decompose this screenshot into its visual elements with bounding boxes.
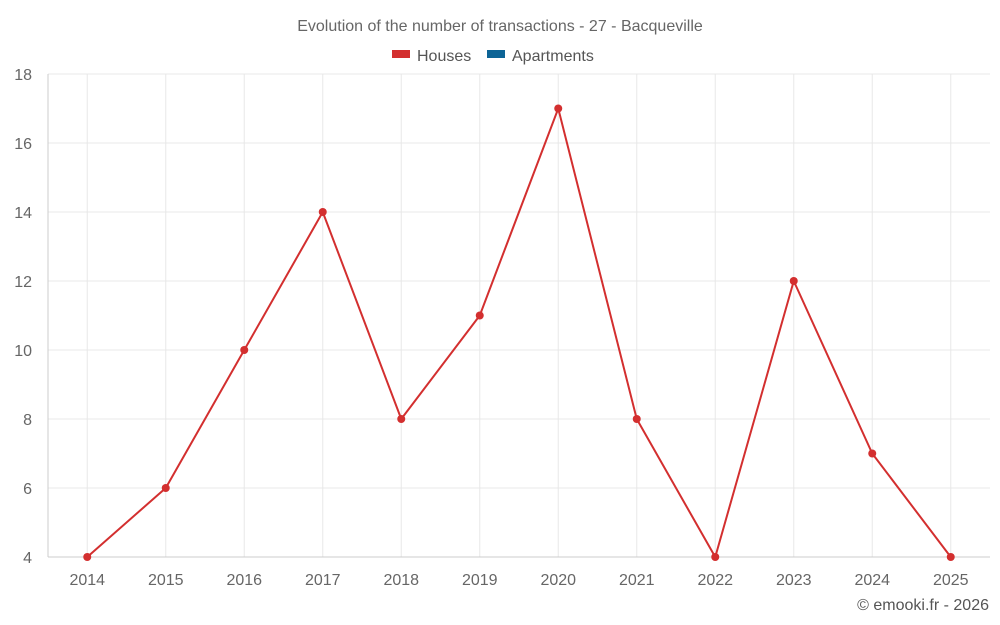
x-tick-label: 2024 [854,572,890,589]
credit-text: © emooki.fr - 2026 [857,597,989,614]
legend-swatch-apartments [487,50,505,58]
x-tick-label: 2019 [462,572,498,589]
data-point-houses[interactable] [868,449,877,458]
x-tick-label: 2017 [305,572,341,589]
y-axis: 4 6 8 10 12 14 16 18 [14,67,49,567]
data-point-houses[interactable] [554,104,563,113]
chart-title: Evolution of the number of transactions … [297,18,703,35]
data-point-houses[interactable] [711,553,720,561]
data-point-houses[interactable] [475,311,484,320]
x-tick-label: 2020 [540,572,576,589]
legend-label-apartments: Apartments [512,48,594,65]
x-tick-label: 2025 [933,572,969,589]
legend-item-houses[interactable]: Houses [392,48,471,65]
x-tick-label: 2023 [776,572,812,589]
x-tick-label: 2014 [69,572,105,589]
data-point-houses[interactable] [632,415,641,423]
x-tick-label: 2022 [697,572,733,589]
legend-swatch-houses [392,50,410,58]
data-point-houses[interactable] [240,346,249,354]
y-tick-label: 14 [14,205,32,222]
legend: Houses Apartments [392,48,594,65]
data-point-houses[interactable] [161,484,170,492]
legend-label-houses: Houses [417,48,471,65]
data-point-houses[interactable] [83,553,92,561]
x-tick-label: 2015 [148,572,184,589]
y-tick-label: 4 [23,550,32,567]
x-axis: 2014 2015 2016 2017 2018 2019 2020 2021 2022 2023… [48,556,990,589]
data-point-houses[interactable] [789,277,798,285]
y-tick-label: 8 [23,412,32,429]
x-tick-label: 2016 [226,572,262,589]
data-point-houses[interactable] [318,208,327,216]
y-tick-label: 16 [14,136,32,153]
series-line-houses [86,107,952,558]
y-tick-label: 18 [14,67,32,84]
y-tick-label: 12 [14,274,32,291]
x-tick-label: 2021 [619,572,655,589]
grid [48,73,990,557]
x-tick-label: 2018 [383,572,419,589]
y-tick-label: 10 [14,343,32,360]
data-point-houses[interactable] [946,553,955,561]
data-point-houses[interactable] [397,415,406,423]
series-houses [83,104,955,561]
y-tick-label: 6 [23,481,32,498]
legend-item-apartments[interactable]: Apartments [487,48,594,65]
